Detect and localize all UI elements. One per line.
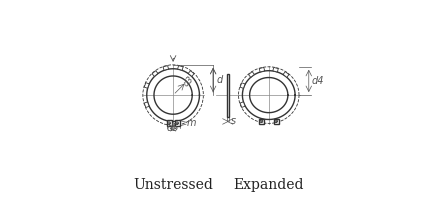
Polygon shape	[188, 71, 194, 76]
Polygon shape	[144, 83, 149, 88]
Polygon shape	[167, 120, 171, 126]
Polygon shape	[274, 119, 279, 124]
Text: d4: d4	[311, 76, 324, 86]
Polygon shape	[249, 72, 254, 77]
Text: d5: d5	[167, 123, 179, 133]
Text: Expanded: Expanded	[234, 178, 304, 192]
Polygon shape	[283, 72, 289, 77]
Polygon shape	[144, 102, 149, 108]
Polygon shape	[259, 119, 264, 124]
Text: m: m	[187, 118, 197, 128]
Polygon shape	[163, 66, 169, 70]
Polygon shape	[240, 83, 245, 88]
Text: s: s	[231, 116, 236, 127]
Polygon shape	[240, 102, 245, 108]
Polygon shape	[152, 71, 158, 76]
Polygon shape	[259, 67, 265, 72]
Polygon shape	[273, 67, 278, 72]
Polygon shape	[175, 120, 180, 126]
Text: Unstressed: Unstressed	[133, 178, 213, 192]
Text: d: d	[216, 75, 222, 85]
Polygon shape	[177, 66, 183, 70]
Text: d3: d3	[182, 74, 196, 88]
Polygon shape	[227, 74, 229, 117]
